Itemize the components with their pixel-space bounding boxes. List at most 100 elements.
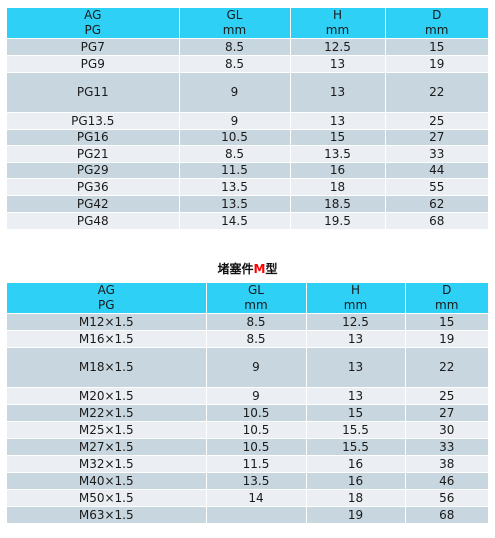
table-cell: 27 bbox=[404, 404, 488, 422]
table-cell: 19 bbox=[305, 506, 405, 524]
table-cell: PG36 bbox=[7, 178, 179, 196]
table-row: M25×1.5 10.5 15.5 30 bbox=[7, 421, 488, 439]
table-cell: PG21 bbox=[7, 145, 179, 163]
header-cell: GL mm bbox=[178, 8, 290, 39]
table-cell: 8.5 bbox=[178, 38, 290, 56]
table-cell: 14.5 bbox=[178, 212, 290, 230]
table-cell: 10.5 bbox=[205, 421, 306, 439]
table-row: PG13.5 9 13 25 bbox=[7, 112, 488, 130]
table-cell: 56 bbox=[404, 489, 488, 507]
table-cell: 68 bbox=[384, 212, 488, 230]
table-cell: 11.5 bbox=[205, 455, 306, 473]
table-cell: M12×1.5 bbox=[7, 313, 206, 331]
table-cell: 15 bbox=[384, 38, 488, 56]
table-row: M50×1.5 14 18 56 bbox=[7, 489, 488, 507]
header-label: GL bbox=[248, 283, 264, 297]
table-row: M18×1.5 9 13 22 bbox=[7, 347, 488, 388]
table-cell: 55 bbox=[384, 178, 488, 196]
table-row: PG42 13.5 18.5 62 bbox=[7, 195, 488, 213]
table-cell: 12.5 bbox=[305, 313, 405, 331]
table-cell: 33 bbox=[404, 438, 488, 456]
header-unit: mm bbox=[325, 23, 350, 37]
table-cell: PG16 bbox=[7, 129, 179, 146]
table-row: M63×1.5 19 68 bbox=[7, 506, 488, 524]
header-cell: AG PG bbox=[7, 283, 206, 314]
table-cell: 13.5 bbox=[178, 195, 290, 213]
table-row: M16×1.5 8.5 13 19 bbox=[7, 330, 488, 348]
table-cell: 11.5 bbox=[178, 162, 290, 179]
table-cell: M63×1.5 bbox=[7, 506, 206, 524]
table-cell: 8.5 bbox=[205, 330, 306, 348]
section-title-text: 堵塞件 bbox=[217, 262, 254, 276]
table-row: M32×1.5 11.5 16 38 bbox=[7, 455, 488, 473]
header-label: AG bbox=[97, 283, 115, 297]
table-cell: 10.5 bbox=[205, 404, 306, 422]
table-cell: 13.5 bbox=[205, 472, 306, 490]
table-cell: 19 bbox=[404, 330, 488, 348]
table-cell: 13 bbox=[289, 72, 385, 113]
header-unit: mm bbox=[222, 23, 247, 37]
header-label: GL bbox=[226, 8, 243, 22]
table-row: PG36 13.5 18 55 bbox=[7, 178, 488, 196]
table-cell: 13.5 bbox=[178, 178, 290, 196]
table-cell: PG9 bbox=[7, 55, 179, 73]
table-cell: M27×1.5 bbox=[7, 438, 206, 456]
section-title-accent: M bbox=[253, 262, 266, 276]
table-cell: 15 bbox=[305, 404, 405, 422]
header-label: AG bbox=[84, 8, 102, 22]
header-label: H bbox=[350, 283, 361, 297]
table-cell: 68 bbox=[404, 506, 488, 524]
table-row: PG9 8.5 13 19 bbox=[7, 55, 488, 73]
table-cell: M18×1.5 bbox=[7, 347, 206, 388]
table-cell: PG7 bbox=[7, 38, 179, 56]
table-cell: 10.5 bbox=[205, 438, 306, 456]
table-cell: 44 bbox=[384, 162, 488, 179]
table-cell: 14 bbox=[205, 489, 306, 507]
table-cell: PG42 bbox=[7, 195, 179, 213]
table-cell: 25 bbox=[404, 387, 488, 405]
section-title: 堵塞件M型 bbox=[0, 260, 495, 277]
table-cell: 18.5 bbox=[289, 195, 385, 213]
table-cell: 13 bbox=[289, 55, 385, 73]
table-cell: M40×1.5 bbox=[7, 472, 206, 490]
header-label: H bbox=[332, 8, 343, 22]
table-cell: 15 bbox=[404, 313, 488, 331]
table-cell: 9 bbox=[178, 72, 290, 113]
table-cell: M20×1.5 bbox=[7, 387, 206, 405]
table-row: PG21 8.5 13.5 33 bbox=[7, 145, 488, 163]
table-cell: 15 bbox=[289, 129, 385, 146]
table-cell: 8.5 bbox=[205, 313, 306, 331]
table-row: M12×1.5 8.5 12.5 15 bbox=[7, 313, 488, 331]
header-unit: mm bbox=[343, 298, 368, 312]
table-cell: 46 bbox=[404, 472, 488, 490]
table-cell: 8.5 bbox=[178, 145, 290, 163]
table-cell: M25×1.5 bbox=[7, 421, 206, 439]
header-label: D bbox=[442, 283, 452, 297]
table-row: M27×1.5 10.5 15.5 33 bbox=[7, 438, 488, 456]
table-cell: M50×1.5 bbox=[7, 489, 206, 507]
table-cell: PG13.5 bbox=[7, 112, 179, 130]
table-row: PG16 10.5 15 27 bbox=[7, 129, 488, 146]
table-cell: 18 bbox=[305, 489, 405, 507]
table-cell: 8.5 bbox=[178, 55, 290, 73]
table-cell: 18 bbox=[289, 178, 385, 196]
header-unit: mm bbox=[425, 23, 449, 37]
table-cell: 13 bbox=[305, 330, 405, 348]
table-cell: 27 bbox=[384, 129, 488, 146]
table-cell: 10.5 bbox=[178, 129, 290, 146]
header-unit: PG bbox=[97, 298, 115, 312]
table-cell: 9 bbox=[205, 347, 306, 388]
header-unit: PG bbox=[84, 23, 102, 37]
table-cell: 13 bbox=[305, 347, 405, 388]
table-cell: 30 bbox=[404, 421, 488, 439]
table-cell: 15.5 bbox=[305, 421, 405, 439]
section-title-suffix: 型 bbox=[265, 262, 278, 276]
